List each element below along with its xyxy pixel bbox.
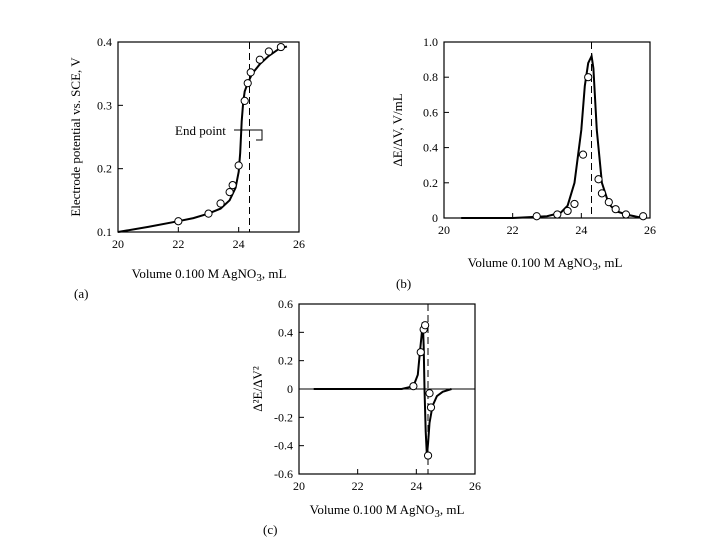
panel-a-ticks: 20 22 24 26 0.1 0.2 0.3 0.4 — [97, 35, 305, 251]
panel-a-data-point — [204, 209, 213, 218]
panel-b-y-tick-label: 0.4 — [423, 141, 438, 155]
panel-b-data-point — [532, 212, 541, 221]
panel-b-label: (b) — [396, 276, 411, 291]
panel-a-points — [174, 42, 285, 226]
panel-c-x-tick-label: 26 — [469, 479, 481, 493]
panel-c-y-tick-label: -0.2 — [274, 410, 293, 424]
panel-a-y-tick-label: 0.3 — [97, 98, 112, 112]
panel-a-label: (a) — [74, 286, 88, 301]
panel-a-annotation-leader — [234, 129, 263, 141]
panel-a-data-point — [246, 68, 255, 77]
panel-b-y-tick-label: 0.8 — [423, 70, 438, 84]
panel-a-x-tick-label: 20 — [112, 237, 124, 251]
panel-b-data-point — [563, 206, 572, 216]
panel-a-data-point — [234, 161, 243, 170]
panel-a-y-tick-label: 0.1 — [97, 225, 112, 239]
panel-b-y-tick-label: 0 — [432, 211, 438, 225]
panel-a-data-point — [216, 199, 225, 208]
panel-a-annotation: End point — [175, 123, 226, 138]
panel-a-ylabel: Electrode potential vs. SCE, V — [68, 57, 83, 217]
panel-a-x-tick-label: 24 — [233, 237, 245, 251]
panel-c-data-point — [409, 382, 418, 391]
panel-b-curve — [461, 52, 644, 219]
panel-b-xlabel: Volume 0.100 M AgNO3, mL — [468, 255, 623, 273]
panel-c-xlabel: Volume 0.100 M AgNO3, mL — [310, 502, 465, 520]
panel-b-points — [532, 73, 648, 221]
panel-c-y-tick-label: -0.6 — [274, 467, 293, 481]
panel-a-data-point — [255, 55, 264, 64]
panel-c-x-tick-label: 24 — [410, 479, 422, 493]
panel-c-curve — [313, 322, 452, 456]
panel-b-data-point — [594, 175, 603, 184]
panel-c-y-tick-label: -0.4 — [274, 439, 293, 453]
panel-c-x-tick-label: 20 — [293, 479, 305, 493]
panel-a-curve — [117, 45, 288, 233]
panel-c-x-tick-label: 22 — [352, 479, 364, 493]
panel-a-x-tick-label: 22 — [172, 237, 184, 251]
panel-c: 20 22 24 26 0.6 0.4 0.2 0 -0.2 -0.4 -0.6 Δ²E/ΔV² V… — [250, 297, 481, 537]
panel-a-y-tick-label: 0.4 — [97, 35, 112, 49]
panel-b-data-point — [597, 189, 607, 198]
panel-b-data-point — [570, 199, 579, 209]
panel-c-y-tick-label: 0.2 — [278, 354, 293, 368]
panel-c-label: (c) — [263, 522, 277, 537]
panel-a-data-point — [276, 42, 285, 52]
panel-a-y-tick-label: 0.2 — [97, 162, 112, 176]
panel-b: 20 22 24 26 0 0.2 0.4 0.6 0.8 1.0 ΔE/ΔV, V/mL Vol… — [390, 35, 656, 291]
panel-a-xlabel: Volume 0.100 M AgNO3, mL — [132, 266, 287, 284]
panel-a-data-point — [228, 181, 237, 190]
panel-b-data-point — [621, 210, 631, 219]
panel-a-x-tick-label: 26 — [293, 237, 305, 251]
panel-b-frame — [443, 41, 651, 219]
panel-b-x-tick-label: 22 — [507, 223, 519, 237]
panel-b-x-tick-label: 24 — [575, 223, 587, 237]
panel-a: 20 22 24 26 0.1 0.2 0.3 0.4 End point Electrode… — [68, 35, 305, 301]
panel-b-y-tick-label: 0.6 — [423, 105, 438, 119]
panel-c-y-tick-label: 0.6 — [278, 297, 293, 311]
panel-b-data-point — [604, 198, 613, 207]
panel-c-ticks: 20 22 24 26 0.6 0.4 0.2 0 -0.2 -0.4 -0.6 — [274, 297, 481, 493]
panel-b-x-tick-label: 26 — [644, 223, 656, 237]
panel-b-data-point — [611, 205, 620, 214]
panel-b-ylabel: ΔE/ΔV, V/mL — [390, 93, 405, 166]
panel-a-data-point — [264, 47, 273, 56]
panel-a-data-point — [225, 188, 234, 197]
panel-b-data-point — [578, 150, 588, 159]
panel-a-data-point — [243, 79, 252, 88]
panel-b-data-point — [584, 73, 593, 82]
panel-a-data-point — [240, 96, 249, 106]
panel-a-data-point — [174, 217, 183, 226]
panel-a-frame — [117, 41, 300, 233]
panel-b-x-tick-label: 20 — [438, 223, 450, 237]
panel-b-data-point — [639, 212, 648, 221]
panel-b-y-tick-label: 0.2 — [423, 176, 438, 190]
panel-c-data-point — [421, 321, 430, 330]
panel-c-data-point — [425, 389, 434, 398]
panel-c-data-point — [426, 403, 436, 412]
panel-c-y-tick-label: 0 — [287, 382, 293, 396]
panel-b-y-tick-label: 1.0 — [423, 35, 438, 49]
panel-b-ticks: 20 22 24 26 0 0.2 0.4 0.6 0.8 1.0 — [423, 35, 656, 237]
panel-c-points — [409, 321, 436, 460]
panel-c-ylabel: Δ²E/ΔV² — [250, 366, 265, 412]
panel-c-data-point — [423, 451, 433, 460]
panel-c-y-tick-label: 0.4 — [278, 325, 293, 339]
panel-b-data-point — [553, 210, 562, 219]
panel-c-data-point — [416, 348, 425, 357]
